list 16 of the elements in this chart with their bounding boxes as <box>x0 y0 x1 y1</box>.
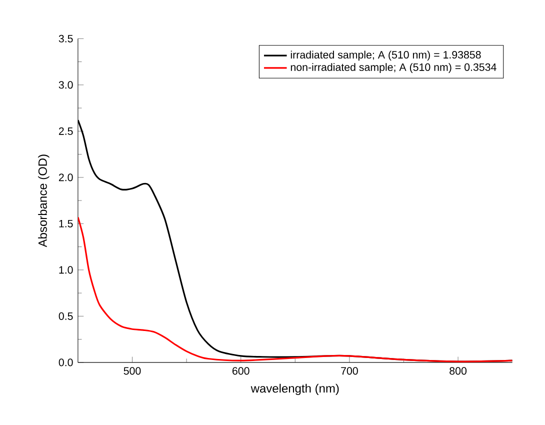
y-tick-label: 0.0 <box>58 358 73 366</box>
x-tick-label: 600 <box>232 367 250 375</box>
y-tick-label: 3.0 <box>58 81 73 89</box>
x-tick-label: 500 <box>124 367 141 375</box>
y-tick-label: 2.0 <box>58 174 73 182</box>
x-tick-label: 700 <box>341 367 358 375</box>
y-tick-label: 1.5 <box>59 220 73 228</box>
y-tick-label: 1.0 <box>59 266 73 274</box>
y-axis-title: Absorbance (OD) <box>38 154 50 248</box>
legend-label: irradiated sample; A (510 nm) = 1.93858 <box>290 50 481 61</box>
y-tick-label: 2.5 <box>58 127 73 135</box>
x-axis-title: wavelength (nm) <box>250 384 339 395</box>
y-tick-label: 0.5 <box>58 312 73 320</box>
y-tick-label: 3.5 <box>58 34 73 42</box>
legend-label: non-irradiated sample; A (510 nm) = 0.3534 <box>290 63 496 74</box>
x-tick-label: 800 <box>450 367 467 375</box>
